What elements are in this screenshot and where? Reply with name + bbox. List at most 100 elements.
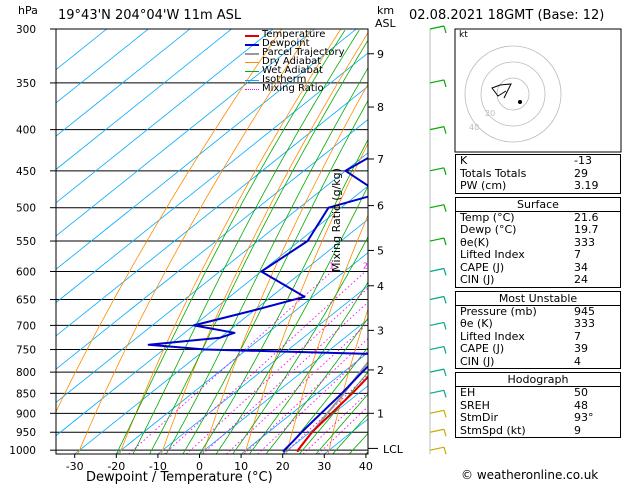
wind-barb: [429, 446, 445, 451]
wind-barb-flag: [443, 346, 447, 354]
legend-isotherm: Isotherm: [262, 74, 307, 85]
x-axis-title: Dewpoint / Temperature (°C): [86, 470, 273, 485]
chart-profiles: 1 2 3 4 6 8 10 15 20 25: [147, 156, 426, 453]
km-label: 3: [377, 324, 384, 337]
km-label: 6: [377, 200, 384, 213]
temp-label: 40: [359, 460, 373, 473]
hpa-label: hPa: [18, 4, 38, 17]
mixing-ratio-line: [186, 287, 368, 454]
mu-theta-row: θe (K) 333: [460, 317, 595, 330]
surface-dewp-row: Dewp (°C) 19.7: [460, 223, 599, 236]
wet-adiabat: [215, 185, 368, 454]
temp-label: -10: [149, 460, 167, 473]
pressure-label: 1000: [9, 445, 36, 457]
hodograph-ring-label: 40: [469, 123, 479, 132]
legend-temperature: Temperature: [262, 29, 326, 40]
surface-li-row: Lifted Index 7: [460, 248, 581, 261]
temp-label: 20: [276, 460, 290, 473]
temp-label: -30: [66, 460, 84, 473]
parcel-trajectory-line: [297, 360, 368, 451]
wet-adiabat: [299, 371, 368, 454]
hodograph-storm-motion: [518, 100, 522, 104]
legend-wet-adiabat: Wet Adiabat: [262, 65, 323, 76]
isotherm: [56, 29, 149, 104]
temp-label: -20: [107, 460, 125, 473]
mixing-ratio-label: 2: [363, 261, 368, 270]
wet-adiabat: [282, 346, 368, 454]
location-title: 19°43'N 204°04'W 11m ASL: [58, 8, 242, 23]
wind-barb-flag: [443, 25, 447, 34]
stmspd-row: StmSpd (kt) 9: [460, 423, 581, 437]
wet-adiabat: [249, 281, 368, 454]
k-value: -13: [574, 154, 592, 167]
pressure-label: 650: [16, 294, 36, 306]
isotherm: [56, 185, 368, 437]
legend-swatch-dewpoint: [245, 44, 259, 46]
wind-barb-flag: [443, 390, 447, 398]
copyright-footer: © weatheronline.co.uk: [461, 468, 599, 482]
wind-barb: [429, 389, 445, 394]
wind-barb: [429, 321, 445, 326]
temp-label: 10: [234, 460, 248, 473]
surface-box: Surface Temp (°C) 21.6 Dewp (°C) 19.7 θe(K…: [455, 196, 621, 288]
mixing-ratio-label: 1: [329, 261, 334, 270]
surface-title: Surface: [456, 198, 620, 212]
wind-barb: [429, 204, 445, 209]
totals-totals-row: Totals Totals 29: [456, 166, 620, 181]
stmdir-row: StmDir 93°: [460, 411, 594, 424]
wind-barb: [429, 409, 445, 414]
legend-dewpoint: Dewpoint: [262, 38, 310, 49]
hodograph-title: Hodograph: [456, 373, 620, 387]
legend-dry-adiabat: Dry Adiabat: [262, 56, 322, 67]
wind-barb-flag: [443, 322, 447, 330]
pressure-label: 800: [16, 367, 36, 379]
pressure-label: 500: [16, 203, 36, 215]
legend-swatch-parcel: [245, 53, 259, 55]
mu-pressure-row: Pressure (mb) 945: [460, 304, 595, 318]
surface-temp-row: Temp (°C) 21.6: [460, 210, 599, 224]
wind-barb-flag: [443, 447, 447, 455]
surface-cape-row: CAPE (J) 34: [460, 260, 588, 274]
tt-value: 29: [574, 166, 588, 180]
isotherm: [56, 119, 368, 370]
dry-adiabat: [77, 29, 312, 454]
wind-barb: [429, 79, 445, 84]
km-label: 8: [377, 101, 384, 114]
wind-barb-flag: [443, 237, 447, 246]
dry-adiabat: [202, 83, 368, 454]
mixing-ratio-label: 6: [421, 261, 426, 270]
wind-barb-flag: [443, 368, 447, 377]
isotherm: [240, 351, 368, 454]
indices-panel: K -13 Totals Totals 29 PW (cm) 3.19 Surface…: [455, 154, 621, 441]
most-unstable-box: Most Unstable Pressure (mb) 945 θe (K) 333…: [455, 290, 621, 369]
legend-swatch-wet-adiabat: [245, 71, 259, 72]
wet-adiabat: [182, 99, 368, 454]
temperature-line: [296, 375, 368, 452]
pressure-label: 550: [16, 236, 36, 248]
km-label: 2: [377, 364, 384, 377]
hodograph-kt-label: kt: [459, 30, 468, 40]
pressure-label: 300: [16, 24, 36, 36]
legend-swatch-dry-adiabat: [245, 62, 259, 63]
km-label: 1: [377, 407, 384, 420]
hodograph-ring: [480, 61, 546, 127]
wind-barb: [429, 368, 445, 373]
dry-adiabat: [56, 29, 283, 413]
most-unstable-title: Most Unstable: [456, 292, 620, 306]
wind-barb: [429, 295, 445, 301]
dry-adiabat: [244, 142, 368, 454]
isotherm: [56, 29, 232, 170]
mixing-ratio-line: [202, 301, 368, 454]
dewpoint-line: [147, 156, 368, 453]
isotherm: [56, 29, 191, 137]
pressure-label: 600: [16, 266, 36, 278]
wind-barb-flag: [443, 79, 447, 88]
hodograph-trace: [491, 83, 512, 99]
pressure-label: 950: [16, 427, 36, 439]
sreh-row: SREH 48: [460, 398, 588, 412]
asl-label: ASL: [375, 17, 396, 30]
dry-adiabat: [286, 214, 368, 454]
isotherm: [56, 52, 368, 304]
datetime-title: 02.08.2021 18GMT (Base: 12): [409, 8, 605, 23]
